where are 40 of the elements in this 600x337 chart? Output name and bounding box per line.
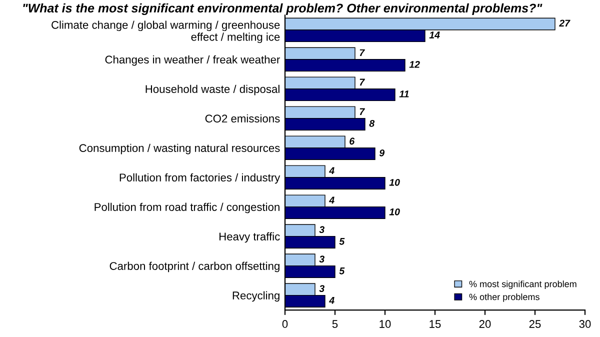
x-tick-label: 10 — [380, 320, 391, 328]
data-label: 8 — [369, 120, 375, 127]
y-tick-label: CO2 emissions — [205, 114, 280, 123]
data-label: 11 — [399, 90, 409, 98]
data-label: 10 — [389, 178, 400, 186]
data-label: 4 — [329, 196, 334, 204]
data-label: 7 — [360, 108, 365, 115]
y-tick-label: Recycling — [232, 291, 280, 302]
data-label: 3 — [319, 226, 324, 234]
x-tick-label: 25 — [529, 320, 541, 328]
data-label: 3 — [319, 285, 324, 292]
data-label: 4 — [329, 167, 334, 174]
data-label: 5 — [339, 268, 345, 274]
y-tick-label: Climate change / global warming / greenhouse effect / melting ice — [52, 20, 280, 44]
legend-label: % other problems — [469, 294, 540, 302]
data-label: 6 — [350, 138, 355, 145]
data-label: 12 — [409, 61, 420, 68]
y-tick-label: Heavy traffic — [220, 232, 280, 243]
x-tick-label: 15 — [430, 320, 441, 328]
y-tick-label: Pollution from factories / industry — [120, 173, 280, 184]
data-label: 7 — [360, 49, 365, 56]
y-tick-label: Pollution from road traffic / congestion — [94, 202, 280, 214]
chart-title: "What is the most significant environmental problem? Other environmental problems?" — [23, 3, 542, 16]
data-label: 27 — [559, 20, 570, 27]
y-tick-label: Carbon footprint / carbon offsetting — [110, 262, 280, 272]
data-label: 7 — [360, 78, 365, 86]
y-tick-label: Consumption / wasting natural resources — [79, 144, 280, 154]
data-label: 14 — [429, 32, 440, 38]
legend-label: % most significant problem — [469, 280, 576, 289]
data-label: 4 — [329, 297, 334, 304]
data-label: 5 — [339, 238, 345, 245]
data-label: 3 — [319, 256, 324, 263]
data-label: 9 — [379, 149, 385, 156]
x-tick-label: 30 — [579, 320, 591, 328]
x-tick-label: 0 — [282, 320, 288, 328]
x-tick-label: 5 — [332, 320, 338, 328]
y-tick-label: Changes in weather / freak weather — [105, 55, 280, 66]
y-tick-label: Household waste / disposal — [146, 84, 280, 96]
x-tick-label: 20 — [479, 320, 491, 328]
data-label: 10 — [389, 208, 400, 216]
